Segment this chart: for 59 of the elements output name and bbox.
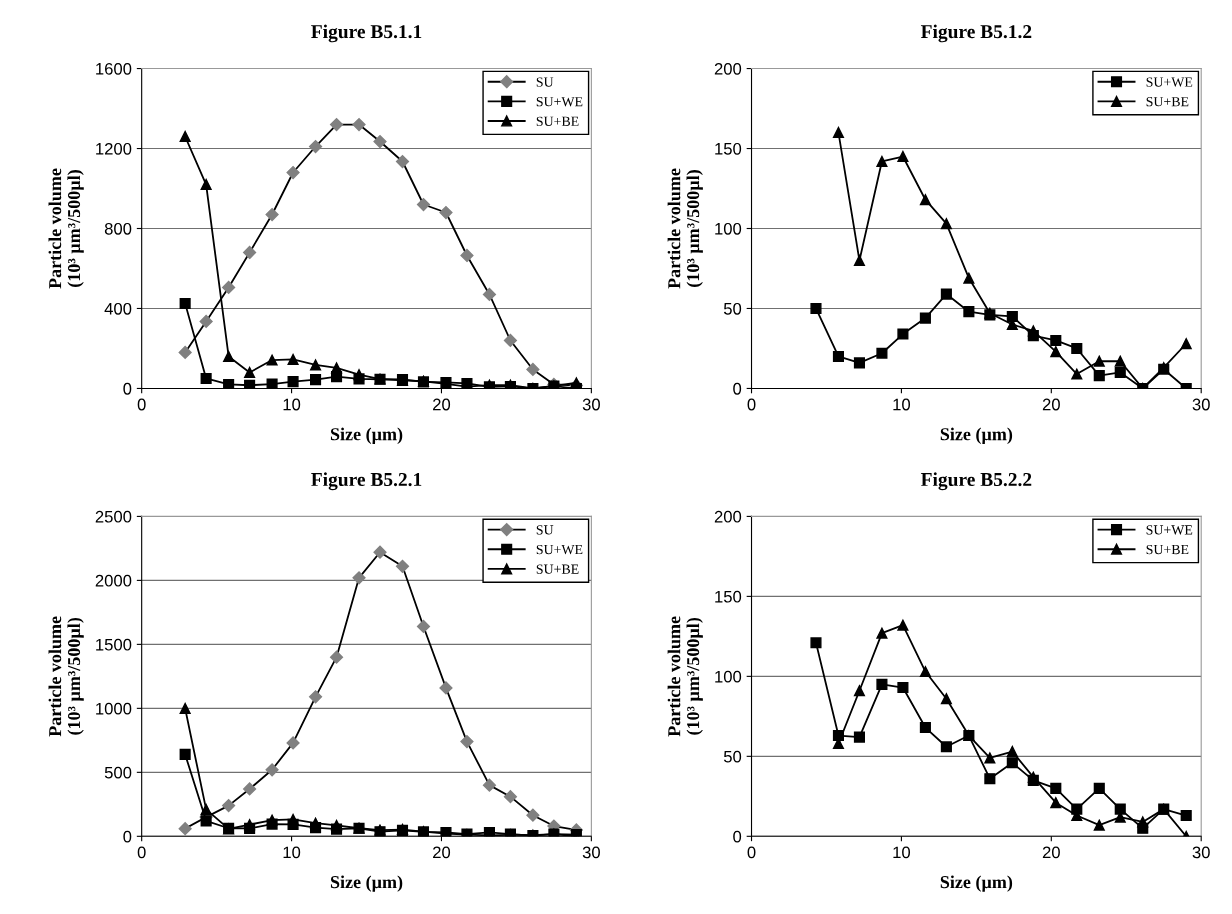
y-tick-label: 2500	[95, 510, 132, 523]
chart-title: Figure B5.1.2	[920, 24, 1032, 43]
y-tick-label: 200	[714, 62, 742, 75]
legend-label: SU	[536, 525, 554, 535]
x-tick-label: 20	[433, 398, 451, 411]
y-axis-title: Particle volume (10³ µm³/500µl)	[48, 168, 84, 289]
x-tick-label: 30	[582, 398, 600, 411]
y-tick-label: 0	[123, 382, 132, 395]
chart-title: Figure B5.2.1	[311, 472, 422, 491]
y-tick-label: 1000	[96, 702, 132, 715]
y-tick-label: 1500	[96, 638, 132, 651]
legend-label: SU+WE	[1146, 77, 1193, 87]
x-tick-label: 30	[582, 846, 600, 859]
x-tick-label: 10	[893, 398, 911, 411]
y-tick-label: 100	[715, 222, 742, 235]
y-tick-label: 100	[715, 670, 742, 683]
y-tick-label: 400	[104, 302, 132, 315]
y-tick-label: 150	[715, 142, 742, 155]
x-tick-label: 20	[1042, 398, 1060, 411]
y-tick-label: 0	[733, 830, 742, 843]
x-axis-title: Size (µm)	[330, 427, 403, 444]
y-tick-label: 150	[715, 590, 742, 603]
y-tick-label: 1200	[96, 142, 132, 155]
y-tick-label: 0	[123, 830, 132, 843]
y-tick-label: 200	[714, 510, 742, 523]
x-tick-label: 0	[747, 846, 756, 859]
x-axis-title: Size (µm)	[940, 427, 1013, 444]
legend-label: SU+BE	[1146, 544, 1189, 555]
legend-label: SU+WE	[536, 544, 583, 555]
x-tick-label: 0	[137, 846, 146, 859]
x-tick-label: 10	[283, 846, 301, 859]
y-axis-title: Particle volume (10³ µm³/500µl)	[48, 616, 84, 737]
y-tick-label: 50	[723, 750, 742, 763]
legend-label: SU+WE	[1146, 525, 1193, 535]
chart-title: Figure B5.2.2	[920, 472, 1032, 491]
legend-label: SU+WE	[536, 97, 583, 107]
y-axis-title: Particle volume (10³ µm³/500µl)	[667, 168, 703, 289]
x-tick-label: 20	[1042, 846, 1060, 859]
x-axis-title: Size (µm)	[330, 875, 403, 892]
legend-label: SU	[536, 77, 554, 87]
y-tick-label: 500	[104, 766, 132, 779]
y-axis-title: Particle volume (10³ µm³/500µl)	[667, 616, 703, 737]
x-tick-label: 10	[283, 398, 301, 411]
legend-label: SU+BE	[1146, 97, 1189, 107]
chart-title: Figure B5.1.1	[311, 24, 422, 43]
y-tick-label: 1600	[96, 62, 132, 75]
legend-label: SU+BE	[536, 564, 579, 574]
x-tick-label: 10	[893, 846, 911, 859]
legend-label: SU+BE	[536, 116, 579, 126]
y-tick-label: 0	[733, 382, 742, 395]
y-tick-label: 50	[723, 302, 742, 315]
y-tick-label: 2000	[95, 574, 132, 587]
x-tick-label: 20	[433, 846, 451, 859]
y-tick-label: 800	[104, 222, 132, 235]
x-axis-title: Size (µm)	[940, 875, 1013, 892]
x-tick-label: 0	[747, 398, 756, 411]
x-tick-label: 0	[137, 398, 146, 411]
x-tick-label: 30	[1192, 398, 1210, 411]
x-tick-label: 30	[1192, 846, 1210, 859]
